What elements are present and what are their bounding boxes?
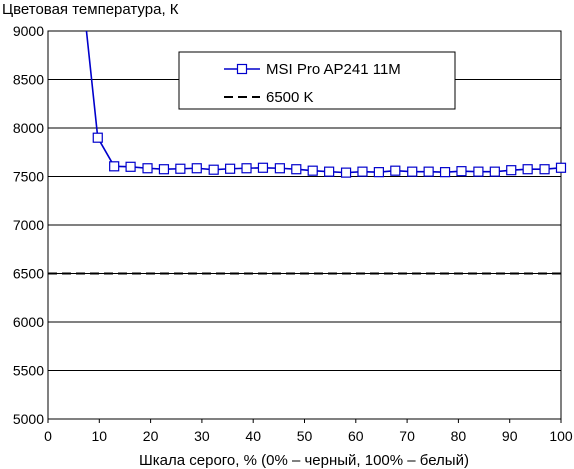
legend-label: 6500 K bbox=[266, 89, 314, 106]
x-tick-label: 20 bbox=[143, 428, 159, 444]
x-tick-label: 10 bbox=[92, 428, 108, 444]
data-point bbox=[522, 164, 533, 175]
gridlines bbox=[48, 79, 561, 371]
data-point bbox=[489, 166, 500, 177]
x-tick-labels: 0 10 20 30 40 50 60 70 80 90 100 bbox=[44, 419, 573, 444]
x-axis-title: Шкала серого, % (0% – черный, 100% – бел… bbox=[139, 452, 469, 469]
y-tick-labels: 5000 5500 6000 6500 7000 7500 8000 8500 9000 bbox=[13, 23, 44, 427]
y-tick-label: 6000 bbox=[13, 314, 44, 330]
legend-swatch-marker bbox=[236, 63, 248, 75]
legend-box bbox=[178, 51, 456, 110]
data-point bbox=[506, 165, 517, 176]
data-point bbox=[208, 164, 219, 175]
y-tick-label: 5500 bbox=[13, 363, 44, 379]
x-tick-label: 50 bbox=[297, 428, 313, 444]
x-tick-label: 40 bbox=[245, 428, 261, 444]
y-tick-label: 8500 bbox=[13, 72, 44, 88]
data-point bbox=[158, 164, 170, 175]
y-tick-label: 5000 bbox=[13, 411, 44, 427]
x-tick-label: 70 bbox=[399, 428, 415, 444]
x-tick-label: 80 bbox=[451, 428, 467, 444]
series bbox=[48, 31, 561, 275]
data-point bbox=[291, 164, 302, 175]
data-point bbox=[109, 161, 120, 172]
y-tick-label: 7000 bbox=[13, 217, 44, 233]
legend-label: MSI Pro AP241 11M bbox=[266, 61, 401, 78]
data-point bbox=[257, 162, 269, 173]
data-point bbox=[555, 162, 567, 173]
data-point bbox=[473, 166, 484, 177]
data-point bbox=[373, 167, 384, 178]
data-point bbox=[390, 165, 401, 176]
y-tick-label: 6500 bbox=[13, 266, 44, 282]
legend: MSI Pro AP241 11M 6500 K bbox=[178, 51, 456, 110]
data-point bbox=[241, 163, 252, 174]
x-tick-label: 0 bbox=[44, 428, 52, 444]
data-point bbox=[191, 163, 202, 174]
data-point bbox=[274, 163, 285, 174]
y-tick-label: 7500 bbox=[13, 169, 44, 185]
x-tick-label: 90 bbox=[502, 428, 518, 444]
data-point bbox=[439, 167, 451, 178]
data-point bbox=[407, 166, 418, 177]
y-tick-label: 9000 bbox=[13, 23, 44, 39]
data-point bbox=[225, 163, 236, 174]
y-tick-label: 8000 bbox=[13, 120, 44, 136]
data-point bbox=[539, 164, 550, 175]
data-point bbox=[357, 166, 368, 177]
data-point bbox=[92, 132, 103, 143]
plot-area-frame bbox=[47, 30, 562, 420]
data-point bbox=[423, 166, 434, 177]
data-point bbox=[125, 161, 136, 172]
y-axis-title: Цветовая температура, К bbox=[2, 1, 179, 18]
x-tick-label: 30 bbox=[194, 428, 210, 444]
data-point bbox=[456, 166, 467, 177]
data-point bbox=[175, 163, 186, 174]
data-point bbox=[307, 165, 318, 176]
data-point bbox=[324, 166, 335, 177]
x-tick-label: 100 bbox=[549, 428, 573, 444]
series-markers bbox=[92, 132, 567, 178]
data-point bbox=[142, 163, 153, 174]
data-point bbox=[340, 167, 352, 178]
x-tick-label: 60 bbox=[348, 428, 364, 444]
